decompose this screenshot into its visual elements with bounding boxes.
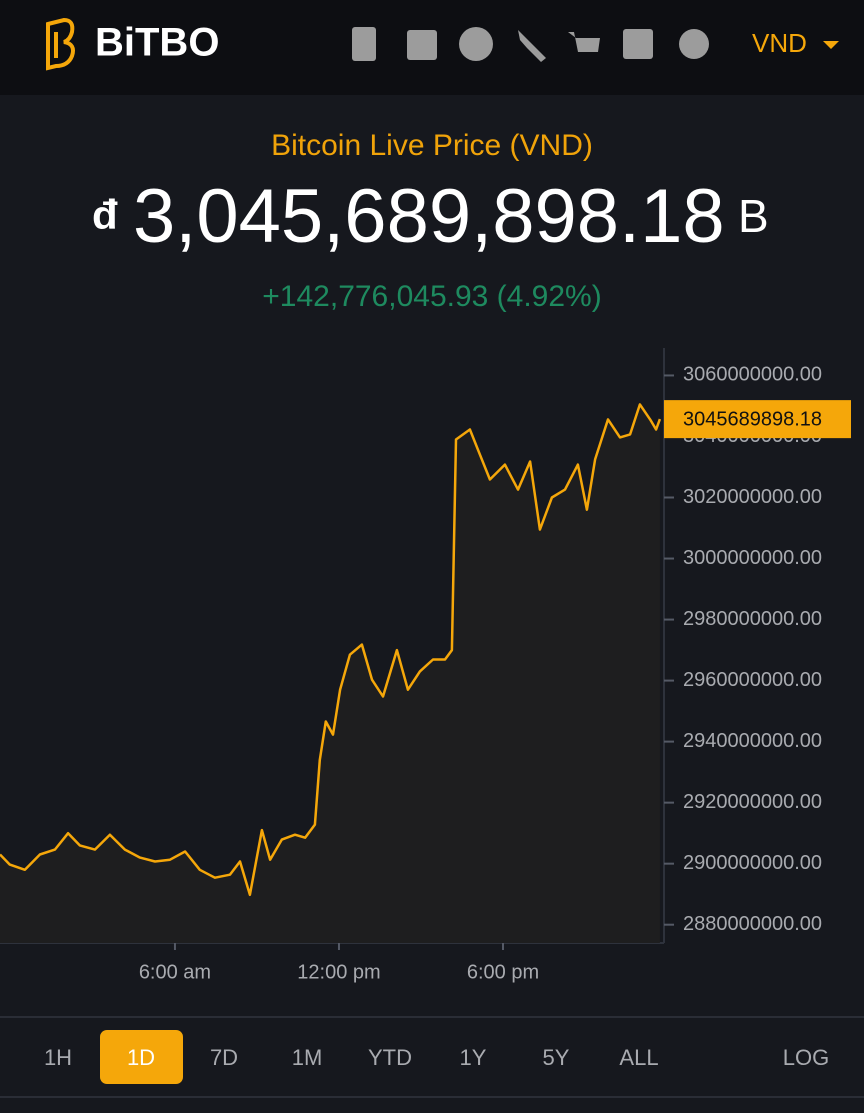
bitcoin-icon[interactable] [459,27,493,61]
price-suffix: B [738,190,769,242]
calendar-icon[interactable] [407,30,437,60]
x-tick-label: 6:00 am [139,961,211,983]
log-button[interactable]: LOG [783,1045,829,1070]
y-tick-label: 3060000000.00 [683,364,822,386]
price-marker [664,400,851,439]
x-tick-label: 6:00 pm [467,961,539,983]
currency-caret[interactable] [823,41,839,49]
calculator-icon[interactable] [352,27,376,61]
y-tick-label: 2880000000.00 [683,913,822,935]
cart-icon[interactable] [568,32,600,52]
area [0,404,660,943]
y-tick-label: 2940000000.00 [683,730,822,752]
price-change: +142,776,045.93 (4.92%) [262,280,601,313]
range-button[interactable]: 5Y [543,1045,570,1070]
y-tick-label: 2920000000.00 [683,791,822,813]
y-tick-label: 2980000000.00 [683,608,822,630]
range-button[interactable]: 1M [292,1045,323,1070]
range-button-active[interactable] [100,1030,183,1084]
settings-icon[interactable] [679,29,709,59]
price-line [0,403,662,897]
range-button[interactable]: 1D [127,1045,155,1070]
x-tick-label: 12:00 pm [297,961,380,983]
chart-icon[interactable] [623,29,653,59]
price-symbol: đ [92,191,118,238]
price: 3,045,689,898.18 [133,174,725,259]
logo-text[interactable]: BiTBO [95,21,219,65]
range-button[interactable]: ALL [619,1045,658,1070]
range-button[interactable]: 7D [210,1045,238,1070]
wrench-icon[interactable] [518,30,546,62]
nav-icons [352,27,709,62]
range-button[interactable]: 1H [44,1045,72,1070]
price-title: Bitcoin Live Price (VND) [271,129,593,162]
y-tick-label: 2900000000.00 [683,852,822,874]
logo-icon[interactable] [46,17,75,71]
y-tick-label: 3000000000.00 [683,547,822,569]
y-tick-label: 2960000000.00 [683,669,822,691]
currency-select[interactable]: VND [752,28,807,58]
range-button[interactable]: 1Y [460,1045,487,1070]
y-tick-label: 3020000000.00 [683,486,822,508]
price-marker-label: 3045689898.18 [683,408,822,430]
range-button[interactable]: YTD [368,1045,412,1070]
